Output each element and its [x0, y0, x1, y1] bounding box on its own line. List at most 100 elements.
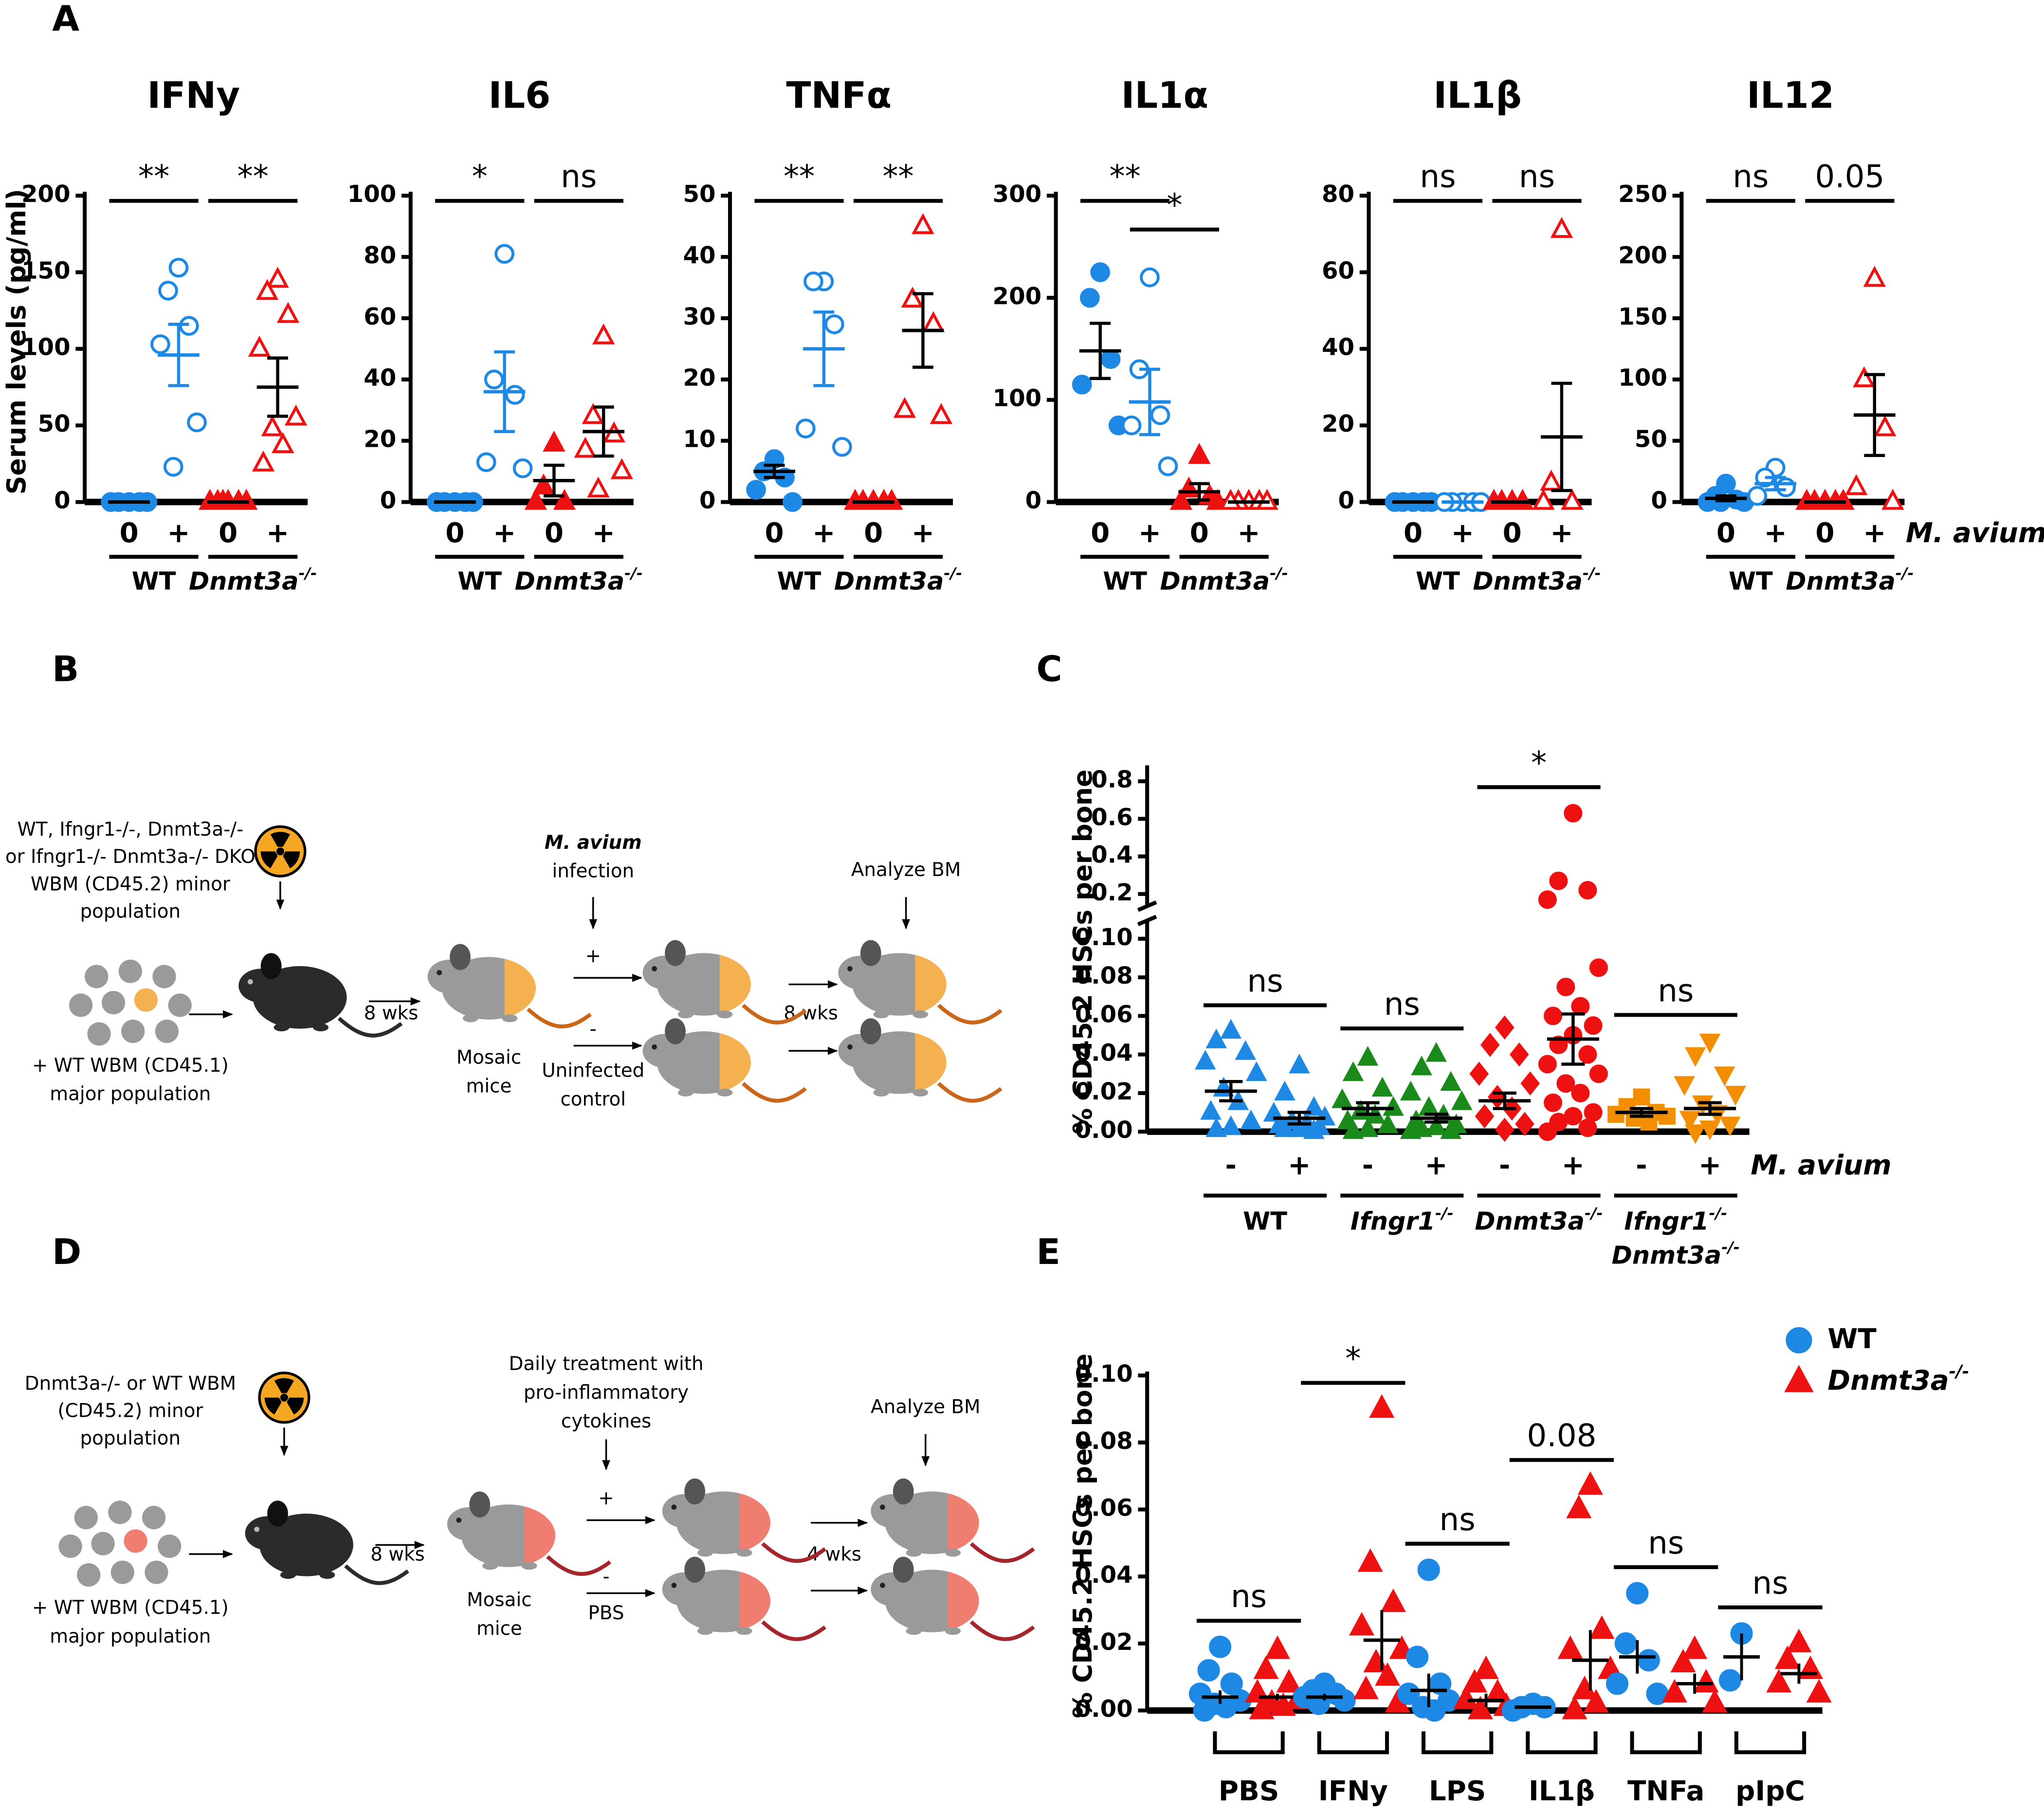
group-bracket: [1421, 1731, 1494, 1755]
data-point: [532, 473, 555, 495]
data-point: [1380, 1588, 1406, 1612]
mouse-foot: [945, 1549, 961, 1557]
data-point: [1774, 1645, 1800, 1669]
data-point: [1353, 1675, 1379, 1700]
x-tick-label: pIpC: [1735, 1775, 1805, 1807]
data-point: [199, 489, 221, 510]
x-tick-label: 0: [864, 517, 883, 549]
data-point: [1357, 1046, 1379, 1066]
x-tick-label: +: [1550, 517, 1573, 549]
y-tick-label: 150: [21, 257, 71, 284]
data-point: [1716, 474, 1736, 494]
data-point: [1158, 456, 1178, 476]
data-point: [1253, 1655, 1279, 1679]
x-tick-label: +: [1698, 1150, 1721, 1181]
y-tick-label: 250: [1618, 181, 1667, 208]
data-point: [893, 397, 916, 418]
group-label-text: Dnmt3a: [834, 567, 944, 596]
mouse-tail: [546, 1555, 611, 1576]
significance-label: *: [472, 159, 488, 195]
y-tick-label: 200: [21, 181, 71, 208]
significance-label: 0.05: [1815, 159, 1884, 195]
y-tick-label: 0: [1025, 487, 1042, 514]
group-label: Dnmt3a-/-: [1612, 1239, 1740, 1270]
mouse-rump: [524, 1506, 556, 1566]
mouse-foot: [717, 1010, 733, 1019]
y-tick-label: 200: [1618, 242, 1667, 269]
mouse-foot: [274, 1023, 290, 1031]
data-point: [795, 419, 816, 439]
mouse-tail: [742, 1082, 807, 1103]
group-label: WT: [1243, 1207, 1287, 1236]
data-point: [1562, 1696, 1588, 1720]
group-label: WT: [1729, 567, 1773, 596]
significance-label: **: [237, 159, 269, 195]
significance-label: *: [1167, 187, 1182, 224]
data-point: [1679, 1111, 1701, 1131]
x-tick-label: 0: [1404, 517, 1423, 549]
data-point: [1240, 1109, 1262, 1130]
axis-break: [1137, 915, 1157, 927]
data-point: [1515, 1112, 1534, 1136]
mouse-eye: [671, 1583, 677, 1588]
data-point: [187, 412, 207, 433]
data-point: [1289, 1117, 1310, 1137]
data-point: [484, 369, 504, 390]
x-tick-label: +: [1288, 1150, 1311, 1181]
group-label: Ifngr1-/-: [1624, 1205, 1727, 1236]
data-point: [168, 257, 189, 278]
diagram-text: Mosaic: [456, 1047, 521, 1069]
x-tick-label: 0: [545, 517, 564, 549]
diagram-text: mice: [466, 1076, 512, 1098]
data-point: [1375, 1662, 1401, 1686]
significance-label: *: [1531, 745, 1547, 781]
y-tick-label: 40: [683, 242, 715, 269]
mouse-rump: [719, 1033, 751, 1092]
data-point: [1342, 1119, 1364, 1139]
data-point: [1371, 1077, 1393, 1097]
mouse-tail: [527, 1007, 592, 1028]
data-point: [505, 384, 525, 405]
chart-title: IL1α: [1121, 74, 1208, 117]
mouse-rump: [504, 959, 536, 1018]
group-label-text: Dnmt3a: [1786, 567, 1896, 596]
legend-label: WT: [1827, 1323, 1877, 1354]
data-point: [261, 415, 284, 437]
mouse-eye: [847, 1044, 853, 1050]
significance-label: ns: [1384, 986, 1420, 1023]
y-tick-label: 10: [683, 426, 715, 453]
mouse-tail: [761, 1620, 826, 1641]
data-point: [1425, 1042, 1447, 1062]
cell: [58, 1534, 82, 1558]
mouse-foot: [319, 1571, 335, 1579]
data-point: [1719, 1116, 1741, 1136]
data-point: [783, 492, 803, 512]
data-point: [922, 311, 945, 332]
data-point: [1544, 1006, 1563, 1025]
y-tick-label: 40: [364, 365, 396, 392]
y-tick-label: 0.4: [1091, 841, 1132, 869]
mouse-foot: [697, 1627, 713, 1635]
data-point: [803, 271, 823, 292]
mouse-ear: [665, 1018, 686, 1044]
x-tick-label: +: [1238, 517, 1260, 549]
data-point: [1557, 1635, 1583, 1659]
significance-label: *: [1345, 1340, 1361, 1377]
data-point: [1874, 415, 1897, 437]
cell: [85, 965, 109, 988]
chart-title: IL1β: [1433, 74, 1522, 117]
mouse-foot: [736, 1549, 752, 1557]
mouse-foot: [736, 1627, 752, 1635]
legend-label-text: Dnmt3a: [1827, 1365, 1949, 1396]
diagram-text: infection: [552, 860, 634, 882]
x-tick-label: IFNy: [1318, 1775, 1388, 1807]
data-point: [1699, 1033, 1721, 1054]
mouse-foot: [873, 1010, 889, 1019]
y-tick-label: 100: [993, 385, 1042, 412]
data-point: [1661, 1679, 1687, 1703]
radiation-blade: [274, 1378, 294, 1393]
data-point: [1357, 1548, 1383, 1572]
x-tick-label: 0: [1190, 517, 1209, 549]
data-point: [284, 404, 308, 426]
